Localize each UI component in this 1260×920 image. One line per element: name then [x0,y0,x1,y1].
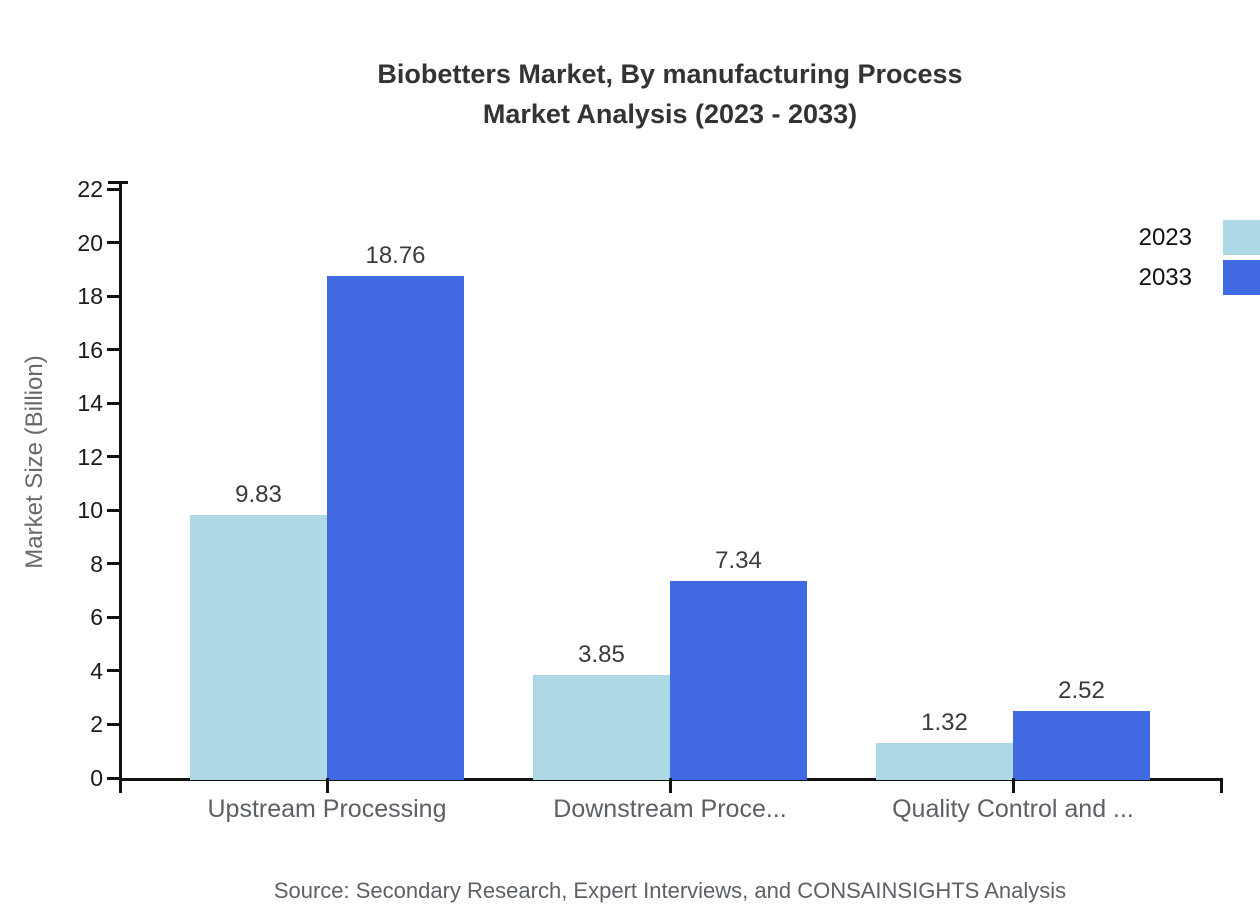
y-tick [107,669,121,673]
legend-item-2033: 2033 [1139,260,1260,295]
y-tick-label: 4 [90,657,103,684]
y-tick-label: 20 [77,229,103,256]
y-axis-end-cap [108,181,128,184]
value-label-2033-downstream-proce: 7.34 [715,547,762,575]
y-tick [107,187,121,191]
y-tick [107,776,121,780]
bar-2023-upstream-processing [190,514,327,780]
value-label-2033-upstream-processing: 18.76 [365,241,426,269]
y-axis-line [119,181,122,793]
y-tick [107,401,121,405]
y-tick [107,615,121,619]
bar-2023-quality-control-and [876,742,1013,780]
value-label-2023-quality-control-and: 1.32 [921,708,968,736]
chart-title: Biobetters Market, By manufacturing Proc… [80,54,1260,134]
chart-title-line2: Market Analysis (2023 - 2033) [482,99,858,129]
y-tick-label: 16 [77,336,103,363]
y-tick-label: 8 [90,550,103,577]
bar-2023-downstream-proce [533,674,670,780]
x-category-label-quality-control-and: Quality Control and ... [892,795,1134,823]
x-tick [325,778,329,793]
y-tick [107,508,121,512]
legend-label-2023: 2023 [1138,224,1192,251]
y-tick [107,241,121,245]
y-tick-label: 14 [77,390,103,417]
x-axis-end-cap [1220,778,1223,793]
value-label-2023-downstream-proce: 3.85 [578,640,625,668]
bar-2033-upstream-processing [327,275,464,780]
legend-swatch-2033 [1223,260,1260,295]
y-tick [107,348,121,352]
y-tick-label: 12 [77,443,103,470]
y-tick [107,722,121,726]
value-label-2033-quality-control-and: 2.52 [1058,676,1105,704]
source-note: Source: Secondary Research, Expert Inter… [273,878,1067,903]
y-tick-label: 2 [90,711,103,738]
y-tick [107,562,121,566]
y-tick [107,294,121,298]
chart-title-line1: Biobetters Market, By manufacturing Proc… [377,59,963,89]
x-tick [668,778,672,793]
bar-2033-downstream-proce [670,581,807,780]
y-tick [107,455,121,459]
legend-label-2033: 2033 [1138,264,1192,291]
y-tick-label: 0 [90,765,103,791]
legend-swatch-2023 [1223,220,1260,255]
bar-2033-quality-control-and [1013,710,1150,780]
y-tick-label: 10 [77,497,103,524]
value-label-2023-upstream-processing: 9.83 [235,480,282,508]
legend-item-2023: 2023 [1139,220,1260,255]
x-category-label-upstream-processing: Upstream Processing [207,795,447,823]
y-tick-label: 18 [77,283,103,310]
x-tick [1011,778,1015,793]
x-category-label-downstream-proce: Downstream Proce... [553,795,787,823]
y-tick-label: 22 [77,176,103,202]
y-tick-label: 6 [90,604,103,631]
